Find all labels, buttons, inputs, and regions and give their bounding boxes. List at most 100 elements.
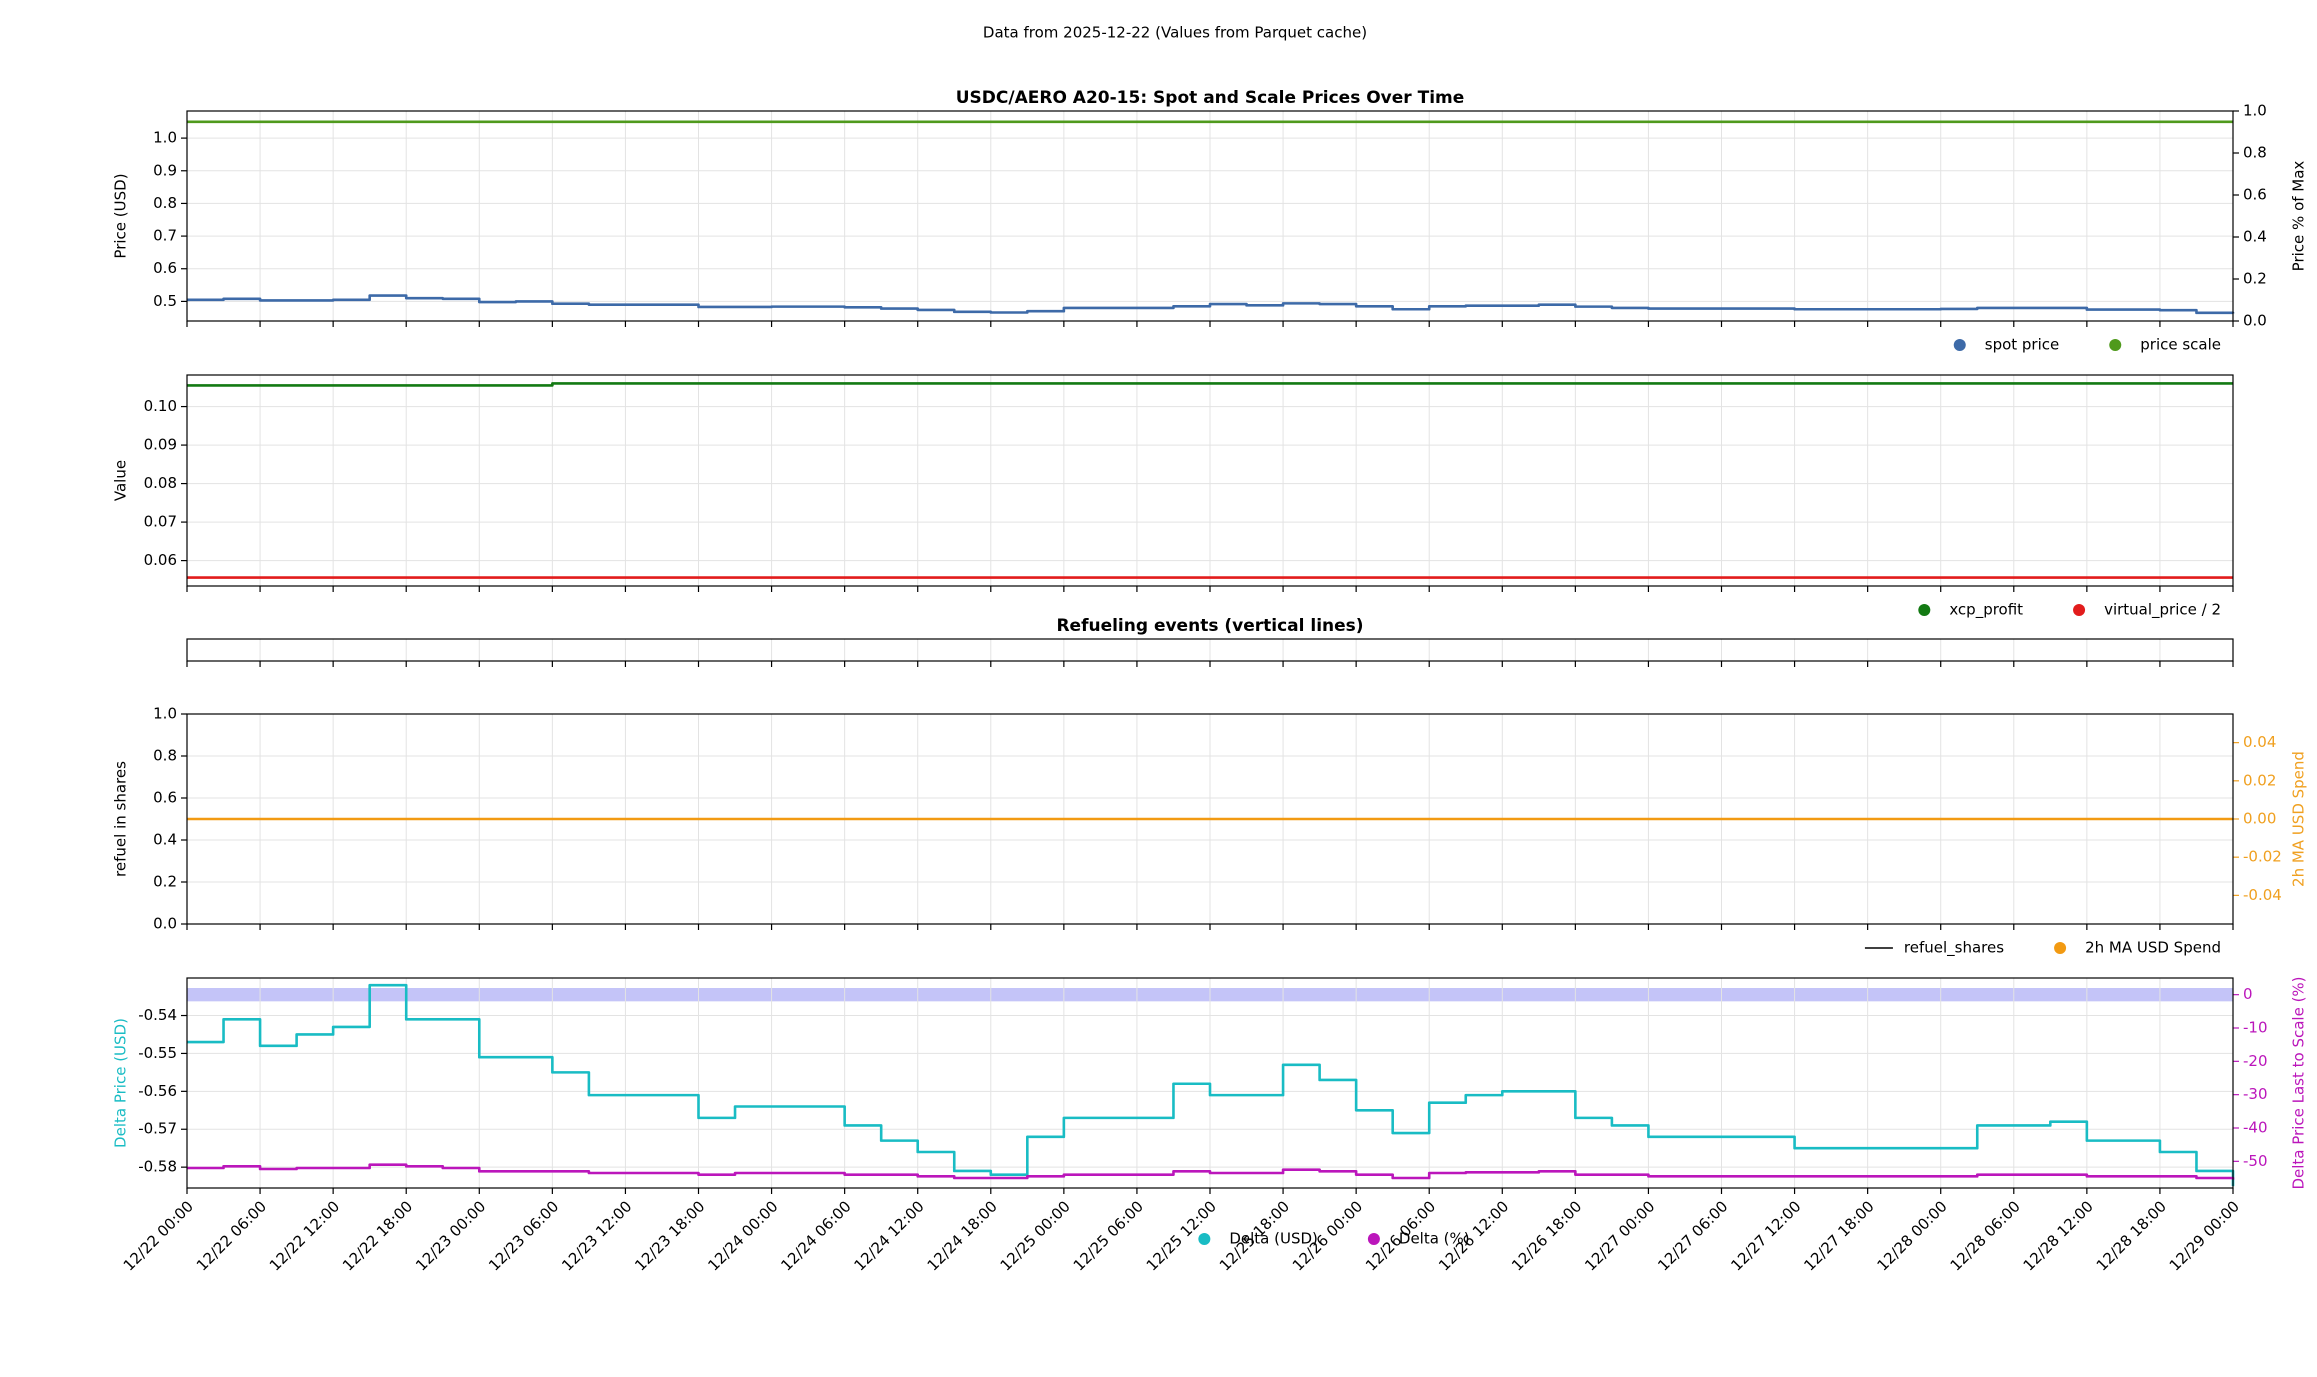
x-tick-label: 12/22 12:00 xyxy=(266,1197,343,1274)
y-axis-label: Delta Price (USD) xyxy=(112,1018,130,1148)
y2-axis-label: 2h MA USD Spend xyxy=(2290,751,2308,887)
y2-tick-label: -50 xyxy=(2243,1152,2268,1170)
y-tick-label: 1.0 xyxy=(153,705,177,723)
series-line xyxy=(187,983,2235,1187)
x-tick-label: 12/24 06:00 xyxy=(777,1197,854,1274)
legend: Delta (USD) Delta (%) xyxy=(1198,1230,1470,1248)
x-tick-label: 12/28 06:00 xyxy=(1947,1197,2024,1274)
y2-tick-label: 0.02 xyxy=(2243,771,2276,789)
legend-label: refuel_shares xyxy=(1904,939,2004,958)
axes-frame xyxy=(186,713,2234,925)
y-tick-label: 0.8 xyxy=(153,747,177,765)
y-tick-label: -0.58 xyxy=(138,1158,177,1176)
legend-label: virtual_price / 2 xyxy=(2104,601,2221,620)
x-tick-label: 12/28 12:00 xyxy=(2020,1197,2097,1274)
y-tick-label: 0.10 xyxy=(144,397,177,415)
y2-tick-label: -0.04 xyxy=(2243,886,2282,904)
y-tick-label: 0.2 xyxy=(153,873,177,891)
x-tick-label: 12/22 06:00 xyxy=(193,1197,270,1274)
legend-label: Delta (%) xyxy=(1399,1230,1470,1248)
y-tick-label: 0.5 xyxy=(153,292,177,310)
axes-frame xyxy=(186,977,2234,1189)
y2-tick-label: 0.04 xyxy=(2243,733,2276,751)
x-tick-label: 12/23 12:00 xyxy=(558,1197,635,1274)
y2-tick-label: 0.6 xyxy=(2243,186,2267,204)
y2-tick-label: 0 xyxy=(2243,985,2253,1003)
y2-tick-label: -40 xyxy=(2243,1119,2268,1137)
series-line xyxy=(187,382,2233,387)
legend-marker xyxy=(1918,604,1931,616)
x-tick-label: 12/24 18:00 xyxy=(924,1197,1001,1274)
y2-tick-label: -10 xyxy=(2243,1019,2268,1037)
y2-tick-label: 0.8 xyxy=(2243,144,2267,162)
y-axis-label: Value xyxy=(112,460,130,501)
series-line xyxy=(187,294,2235,315)
legend-label: 2h MA USD Spend xyxy=(2085,939,2221,957)
legend-marker xyxy=(1367,1233,1380,1245)
y-tick-label: 0.09 xyxy=(144,436,177,454)
x-tick-label: 12/25 06:00 xyxy=(1070,1197,1147,1274)
y2-tick-label: 0.0 xyxy=(2243,312,2267,330)
x-tick-label: 12/22 18:00 xyxy=(339,1197,416,1274)
legend-marker xyxy=(1198,1233,1211,1245)
y-axis-label: refuel in shares xyxy=(112,761,130,877)
y-tick-label: -0.56 xyxy=(138,1082,177,1100)
x-tick-label: 12/27 12:00 xyxy=(1727,1197,1804,1274)
legend-marker xyxy=(2054,942,2067,954)
x-tick-label: 12/28 18:00 xyxy=(2093,1197,2170,1274)
y2-axis-label: Delta Price Last to Scale (%) xyxy=(2290,976,2308,1189)
x-tick-label: 12/26 18:00 xyxy=(1508,1197,1585,1274)
x-tick-label: 12/29 00:00 xyxy=(2166,1197,2243,1274)
legend-label: Delta (USD) xyxy=(1229,1230,1318,1248)
axes-frame xyxy=(186,374,2234,587)
y-tick-label: 0.6 xyxy=(153,789,177,807)
y2-tick-label: 1.0 xyxy=(2243,102,2267,120)
x-tick-label: 12/23 06:00 xyxy=(485,1197,562,1274)
y-tick-label: 0.0 xyxy=(153,915,177,933)
y-tick-label: -0.57 xyxy=(138,1120,177,1138)
x-tick-label: 12/27 18:00 xyxy=(1800,1197,1877,1274)
y-tick-label: 1.0 xyxy=(153,129,177,147)
y2-tick-label: -0.02 xyxy=(2243,848,2282,866)
x-tick-label: 12/24 12:00 xyxy=(850,1197,927,1274)
legend-marker xyxy=(2109,339,2122,351)
y-tick-label: -0.54 xyxy=(138,1006,177,1024)
legend-label: spot price xyxy=(1985,336,2060,354)
x-tick-label: 12/27 06:00 xyxy=(1654,1197,1731,1274)
chart-title: USDC/AERO A20-15: Spot and Scale Prices … xyxy=(956,88,1465,108)
x-tick-label: 12/25 00:00 xyxy=(997,1197,1074,1274)
series-line xyxy=(187,1163,2235,1180)
y-tick-label: 0.08 xyxy=(144,474,177,492)
y2-tick-label: -20 xyxy=(2243,1052,2268,1070)
axes-frame xyxy=(186,638,2234,662)
legend: refuel_shares 2h MA USD Spend xyxy=(1864,939,2221,958)
y-tick-label: 0.07 xyxy=(144,513,177,531)
legend: spot price price scale xyxy=(1953,336,2221,354)
x-tick-label: 12/23 00:00 xyxy=(412,1197,489,1274)
legend-label: xcp_profit xyxy=(1949,601,2023,620)
y-tick-label: 0.9 xyxy=(153,161,177,179)
x-tick-label: 12/28 00:00 xyxy=(1873,1197,1950,1274)
y-tick-label: 0.4 xyxy=(153,831,177,849)
y-tick-label: -0.55 xyxy=(138,1044,177,1062)
y-tick-label: 0.06 xyxy=(144,551,177,569)
x-tick-label: 12/23 18:00 xyxy=(631,1197,708,1274)
axes-frame xyxy=(186,110,2234,322)
y-tick-label: 0.6 xyxy=(153,259,177,277)
legend-marker xyxy=(1953,339,1966,351)
x-tick-label: 12/27 00:00 xyxy=(1581,1197,1658,1274)
y-axis-label: Price (USD) xyxy=(112,173,130,258)
y2-tick-label: 0.4 xyxy=(2243,228,2267,246)
figure-title: Data from 2025-12-22 (Values from Parque… xyxy=(983,24,1367,42)
y-tick-label: 0.8 xyxy=(153,194,177,212)
y-tick-label: 0.7 xyxy=(153,227,177,245)
x-tick-label: 12/22 00:00 xyxy=(120,1197,197,1274)
chart-title: Refueling events (vertical lines) xyxy=(1056,616,1363,636)
y2-tick-label: -30 xyxy=(2243,1085,2268,1103)
y2-tick-label: 0.00 xyxy=(2243,810,2276,828)
x-tick-label: 12/24 00:00 xyxy=(704,1197,781,1274)
legend-label: price scale xyxy=(2140,336,2221,354)
y2-axis-label: Price % of Max xyxy=(2290,161,2308,272)
legend: xcp_profit virtual_price / 2 xyxy=(1918,601,2221,620)
